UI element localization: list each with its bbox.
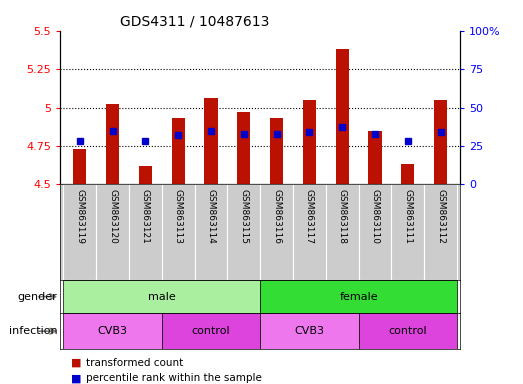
Bar <box>359 184 391 280</box>
Bar <box>228 184 260 280</box>
Bar <box>204 98 218 184</box>
Text: GDS4311 / 10487613: GDS4311 / 10487613 <box>120 14 269 28</box>
Bar <box>195 184 228 280</box>
Bar <box>96 184 129 280</box>
Bar <box>237 112 251 184</box>
Text: infection: infection <box>9 326 58 336</box>
Text: CVB3: CVB3 <box>294 326 324 336</box>
Text: control: control <box>192 326 230 336</box>
Text: GSM863119: GSM863119 <box>75 189 84 244</box>
Bar <box>162 313 260 349</box>
Text: ■: ■ <box>71 373 81 383</box>
Bar <box>260 313 359 349</box>
Bar <box>73 149 86 184</box>
Bar <box>106 104 119 184</box>
Text: transformed count: transformed count <box>86 358 184 368</box>
Text: GSM863120: GSM863120 <box>108 189 117 244</box>
Text: GSM863116: GSM863116 <box>272 189 281 244</box>
Text: GSM863111: GSM863111 <box>403 189 412 244</box>
Text: GSM863115: GSM863115 <box>240 189 248 244</box>
Text: GSM863112: GSM863112 <box>436 189 445 244</box>
Text: male: male <box>148 291 176 302</box>
Bar <box>391 184 424 280</box>
Bar <box>260 184 293 280</box>
Bar <box>63 280 260 313</box>
Bar <box>434 100 447 184</box>
Text: GSM863110: GSM863110 <box>370 189 380 244</box>
Bar <box>63 184 96 280</box>
Bar <box>63 313 162 349</box>
Text: GSM863114: GSM863114 <box>207 189 215 244</box>
Text: female: female <box>339 291 378 302</box>
Bar <box>139 166 152 184</box>
Text: CVB3: CVB3 <box>98 326 128 336</box>
Bar <box>260 280 457 313</box>
Bar <box>401 164 414 184</box>
Bar <box>270 118 283 184</box>
Bar <box>129 184 162 280</box>
Bar <box>172 118 185 184</box>
Text: GSM863118: GSM863118 <box>338 189 347 244</box>
Text: ■: ■ <box>71 358 81 368</box>
Bar <box>336 49 349 184</box>
Text: GSM863121: GSM863121 <box>141 189 150 244</box>
Text: GSM863117: GSM863117 <box>305 189 314 244</box>
Bar <box>303 100 316 184</box>
Bar <box>326 184 359 280</box>
Bar <box>424 184 457 280</box>
Bar <box>162 184 195 280</box>
Bar <box>368 131 382 184</box>
Text: percentile rank within the sample: percentile rank within the sample <box>86 373 262 383</box>
Text: control: control <box>389 326 427 336</box>
Text: gender: gender <box>18 291 58 302</box>
Text: GSM863113: GSM863113 <box>174 189 183 244</box>
Bar <box>359 313 457 349</box>
Bar <box>293 184 326 280</box>
